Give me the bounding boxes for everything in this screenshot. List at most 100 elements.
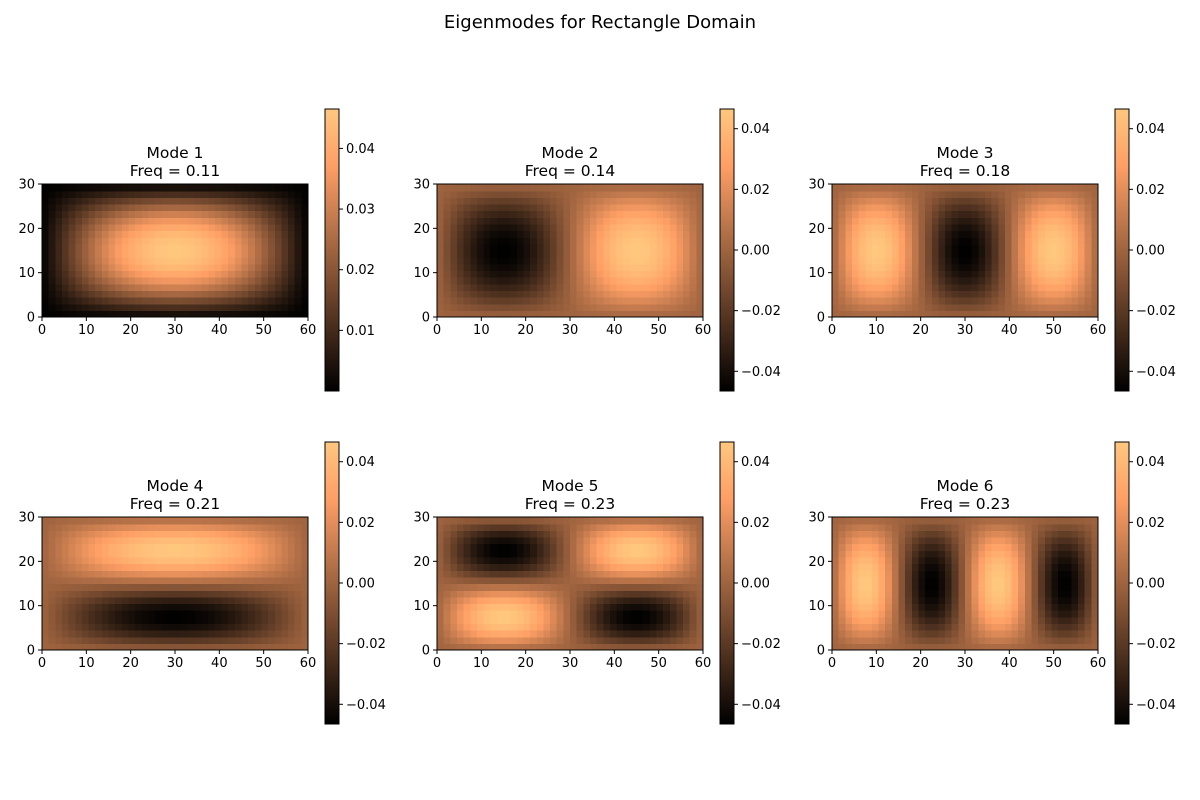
heatmap-cell — [141, 303, 149, 311]
heatmap-cell — [208, 563, 216, 571]
heatmap-cell — [696, 217, 704, 225]
heatmap-cell — [476, 223, 485, 232]
colorbar — [1114, 108, 1130, 392]
heatmap-cell — [570, 570, 578, 578]
y-tick-label: 0 — [817, 311, 825, 326]
heatmap-cell — [254, 530, 263, 538]
heatmap-cell — [254, 310, 263, 318]
heatmap-cell — [905, 603, 913, 611]
heatmap-cell — [1004, 603, 1013, 611]
heatmap-cell — [636, 536, 644, 545]
heatmap-cell — [101, 223, 110, 232]
heatmap-cell — [550, 630, 558, 638]
heatmap-cell — [248, 523, 256, 531]
heatmap-cell — [294, 257, 302, 265]
heatmap-cell — [1038, 230, 1046, 238]
heatmap-cell — [228, 556, 236, 565]
heatmap-cell — [1044, 536, 1053, 545]
heatmap-cell — [48, 283, 56, 291]
heatmap-cell — [1004, 257, 1013, 265]
heatmap-cell — [643, 263, 651, 272]
heatmap-cell — [676, 630, 684, 638]
heatmap-cell — [268, 210, 276, 218]
heatmap-cell — [1031, 623, 1039, 631]
heatmap-cell — [911, 556, 920, 565]
heatmap-cell — [543, 643, 551, 651]
heatmap-cell — [851, 203, 860, 212]
heatmap-cell — [128, 210, 136, 218]
heatmap-cell — [885, 570, 893, 578]
heatmap-cell — [971, 630, 979, 638]
heatmap-cell — [261, 230, 269, 238]
heatmap-cell — [1078, 203, 1086, 212]
heatmap-cell — [643, 210, 651, 218]
heatmap-cell — [1024, 303, 1033, 311]
heatmap-cell — [510, 257, 518, 265]
heatmap-cell — [121, 277, 130, 285]
heatmap-cell — [1024, 623, 1033, 631]
heatmap-cell — [556, 310, 564, 318]
heatmap-cell — [858, 570, 866, 578]
heatmap-cell — [530, 290, 538, 298]
heatmap-cell — [649, 636, 658, 644]
heatmap-cell — [1004, 270, 1013, 278]
heatmap-cell — [1031, 250, 1039, 258]
heatmap-cell — [261, 184, 269, 192]
heatmap-cell — [570, 203, 578, 212]
heatmap-cell — [523, 523, 531, 531]
heatmap-cell — [918, 197, 926, 205]
heatmap-cell — [101, 290, 110, 298]
heatmap-cell — [623, 630, 631, 638]
heatmap-cell — [128, 543, 136, 551]
heatmap-cell — [516, 636, 525, 644]
heatmap-cell — [984, 523, 993, 531]
heatmap-cell — [68, 223, 76, 232]
heatmap-cell — [596, 290, 604, 298]
heatmap-cell — [669, 610, 677, 618]
heatmap-cell — [623, 523, 631, 531]
heatmap-cell — [978, 257, 986, 265]
heatmap-cell — [523, 190, 531, 198]
heatmap-cell — [95, 523, 103, 531]
heatmap-cell — [838, 616, 846, 624]
heatmap-cell — [48, 184, 56, 192]
heatmap-cell — [268, 250, 276, 258]
heatmap-cell — [958, 596, 966, 605]
heatmap-cell — [510, 197, 518, 205]
heatmap-cell — [208, 643, 216, 651]
heatmap-cell — [42, 543, 50, 551]
heatmap-cell — [301, 530, 309, 538]
heatmap-cell — [563, 290, 571, 298]
heatmap-cell — [998, 203, 1006, 212]
heatmap-cell — [496, 283, 505, 291]
heatmap-cell — [845, 636, 853, 644]
heatmap-cell — [683, 237, 691, 245]
heatmap-cell — [221, 576, 229, 585]
heatmap-cell — [576, 210, 584, 218]
heatmap-cell — [871, 237, 880, 245]
heatmap-cell — [175, 283, 183, 291]
heatmap-cell — [148, 550, 156, 558]
heatmap-cell — [911, 217, 920, 225]
heatmap-cell — [48, 290, 56, 298]
heatmap-cell — [550, 257, 558, 265]
heatmap-cell — [121, 223, 130, 232]
heatmap-cell — [596, 563, 604, 571]
heatmap-cell — [168, 277, 176, 285]
heatmap-cell — [649, 270, 658, 278]
heatmap-cell — [938, 576, 946, 585]
heatmap-cell — [878, 583, 886, 591]
heatmap-cell — [95, 277, 103, 285]
heatmap-cell — [450, 543, 458, 551]
heatmap-cell — [629, 583, 638, 591]
heatmap-cell — [208, 550, 216, 558]
heatmap-cell — [470, 297, 478, 305]
heatmap-cell — [463, 616, 471, 624]
heatmap-cell — [55, 636, 63, 644]
heatmap-cell — [1031, 643, 1039, 651]
heatmap-cell — [991, 603, 999, 611]
heatmap-cell — [530, 556, 538, 565]
heatmap-cell — [168, 636, 176, 644]
heatmap-cell — [1031, 297, 1039, 305]
heatmap-cell — [115, 643, 123, 651]
